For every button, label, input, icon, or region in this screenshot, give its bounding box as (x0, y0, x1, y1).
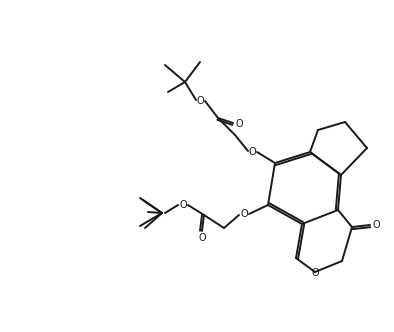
Text: O: O (240, 209, 248, 219)
Text: O: O (248, 147, 256, 157)
Text: O: O (372, 220, 380, 230)
Text: O: O (196, 96, 204, 106)
Text: O: O (198, 233, 206, 243)
Text: O: O (179, 200, 187, 210)
Text: O: O (311, 268, 319, 278)
Text: O: O (235, 119, 243, 129)
